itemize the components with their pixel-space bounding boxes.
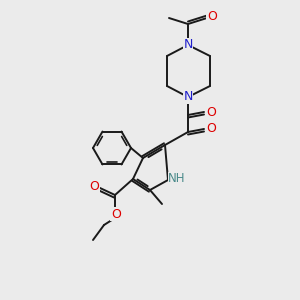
Text: O: O (89, 181, 99, 194)
Text: NH: NH (168, 172, 186, 185)
Text: O: O (206, 122, 216, 136)
Text: O: O (207, 11, 217, 23)
Text: N: N (183, 38, 193, 52)
Text: O: O (206, 106, 216, 118)
Text: O: O (111, 208, 121, 220)
Text: N: N (183, 91, 193, 103)
